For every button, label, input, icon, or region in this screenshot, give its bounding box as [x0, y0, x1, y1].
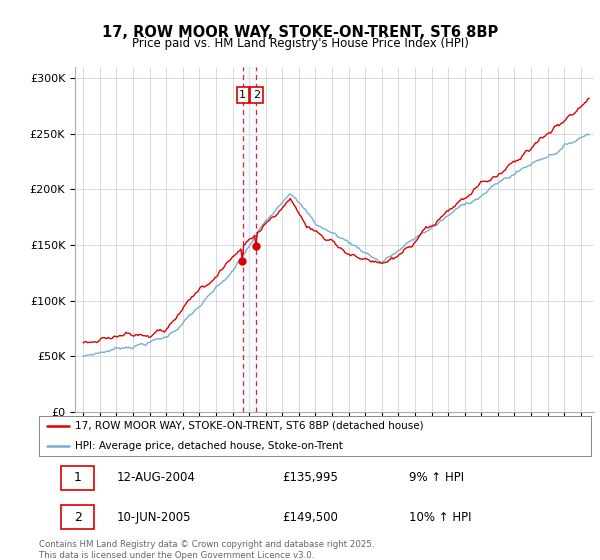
FancyBboxPatch shape — [61, 466, 94, 490]
Bar — [243, 67, 256, 412]
Text: 10% ↑ HPI: 10% ↑ HPI — [409, 511, 472, 524]
Text: 2: 2 — [74, 511, 82, 524]
Text: 1: 1 — [74, 472, 82, 484]
Text: 17, ROW MOOR WAY, STOKE-ON-TRENT, ST6 8BP (detached house): 17, ROW MOOR WAY, STOKE-ON-TRENT, ST6 8B… — [75, 421, 424, 431]
Text: Contains HM Land Registry data © Crown copyright and database right 2025.
This d: Contains HM Land Registry data © Crown c… — [39, 540, 374, 559]
Text: £135,995: £135,995 — [282, 472, 338, 484]
Text: 17, ROW MOOR WAY, STOKE-ON-TRENT, ST6 8BP: 17, ROW MOOR WAY, STOKE-ON-TRENT, ST6 8B… — [102, 25, 498, 40]
Text: 9% ↑ HPI: 9% ↑ HPI — [409, 472, 464, 484]
Text: Price paid vs. HM Land Registry's House Price Index (HPI): Price paid vs. HM Land Registry's House … — [131, 37, 469, 50]
Text: 1: 1 — [239, 90, 247, 100]
Text: 10-JUN-2005: 10-JUN-2005 — [116, 511, 191, 524]
Text: 12-AUG-2004: 12-AUG-2004 — [116, 472, 195, 484]
Text: 2: 2 — [253, 90, 260, 100]
Text: £149,500: £149,500 — [282, 511, 338, 524]
Text: HPI: Average price, detached house, Stoke-on-Trent: HPI: Average price, detached house, Stok… — [75, 441, 343, 451]
FancyBboxPatch shape — [61, 505, 94, 529]
